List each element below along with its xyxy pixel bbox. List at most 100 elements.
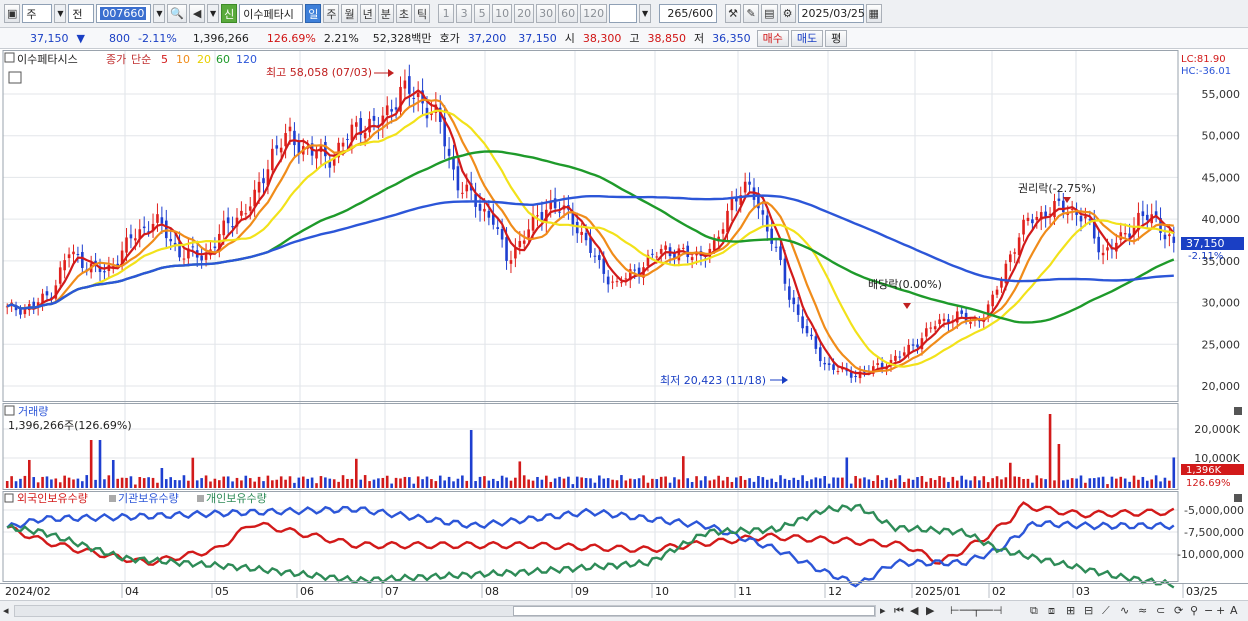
interval-input[interactable] bbox=[609, 4, 638, 23]
volume-bar bbox=[226, 476, 230, 488]
legend-individual[interactable]: 개인보유수량 bbox=[206, 492, 267, 505]
chevron-down-icon[interactable]: ▼ bbox=[639, 4, 652, 23]
legend-ma20[interactable]: 20 bbox=[197, 53, 211, 66]
layout-icon-b[interactable]: ⧈ bbox=[1048, 604, 1055, 617]
price-tick: 55,000 bbox=[1202, 88, 1241, 101]
interval-5[interactable]: 5 bbox=[474, 4, 491, 23]
candle-body bbox=[549, 200, 553, 210]
search-icon[interactable]: ⚲ bbox=[1190, 604, 1199, 617]
period-year[interactable]: 년 bbox=[359, 4, 376, 23]
search-icon[interactable]: 🔍 bbox=[167, 4, 188, 23]
first-page-icon[interactable]: ⏮ bbox=[894, 604, 904, 617]
table-icon[interactable] bbox=[8, 71, 22, 84]
chevron-down-icon[interactable]: ▼ bbox=[153, 4, 166, 23]
volume-bar bbox=[381, 477, 385, 488]
period-week[interactable]: 주 bbox=[323, 4, 340, 23]
prev-select[interactable]: 전 bbox=[68, 4, 95, 23]
stock-chart[interactable]: 이수페타시스 종가 단순 5 10 20 60 120 LC:81.90 HC:… bbox=[0, 50, 1248, 600]
last-volume-tag-text: 1,396K bbox=[1186, 465, 1222, 476]
draw-icon[interactable]: ✎ bbox=[743, 4, 760, 23]
zoom-slider-icon[interactable]: ⊢──┬──⊣ bbox=[950, 604, 1003, 617]
sell-button[interactable]: 매도 bbox=[790, 29, 824, 47]
period-day[interactable]: 일 bbox=[305, 4, 322, 23]
layout-icon-d[interactable]: ⊟ bbox=[1084, 604, 1094, 617]
chevron-down-icon[interactable]: ▼ bbox=[54, 4, 67, 23]
candle-body bbox=[359, 118, 363, 135]
trade-amount: 52,328백만 bbox=[372, 32, 432, 45]
stock-code-input[interactable]: 007660 bbox=[96, 4, 152, 23]
volume-bar bbox=[350, 478, 354, 488]
candle-body bbox=[673, 253, 676, 259]
legend-ma10[interactable]: 10 bbox=[176, 53, 190, 66]
scroll-left-icon[interactable]: ◂ bbox=[3, 604, 9, 617]
candle-body bbox=[1154, 211, 1158, 218]
candle-body bbox=[911, 344, 915, 346]
interval-60[interactable]: 60 bbox=[558, 4, 579, 23]
font-size-icon[interactable]: A bbox=[1230, 604, 1238, 617]
legend-foreign[interactable]: 외국인보유수량 bbox=[17, 492, 88, 505]
candle-body bbox=[770, 228, 773, 244]
legend-ma5[interactable]: 5 bbox=[161, 53, 168, 66]
legend-ma60[interactable]: 60 bbox=[216, 53, 230, 66]
open-label: 시 bbox=[564, 32, 575, 45]
eval-button[interactable]: 평 bbox=[825, 29, 848, 47]
holding-close-icon[interactable] bbox=[1234, 494, 1242, 502]
volume-bar bbox=[474, 481, 477, 488]
period-minute[interactable]: 분 bbox=[377, 4, 394, 23]
speaker-icon[interactable]: ◀ bbox=[189, 4, 206, 23]
volume-close-icon[interactable] bbox=[1234, 407, 1242, 415]
candle-body bbox=[505, 237, 508, 261]
calendar-icon[interactable]: ▦ bbox=[865, 4, 882, 23]
chevron-down-icon[interactable]: ▼ bbox=[207, 4, 220, 23]
save-icon[interactable]: ▤ bbox=[761, 4, 778, 23]
draw-line-icon[interactable]: ⟋ bbox=[1102, 604, 1110, 617]
layout-icon-c[interactable]: ⊞ bbox=[1066, 604, 1076, 617]
volume-legend-toggle-icon[interactable] bbox=[4, 405, 15, 416]
layout-icon[interactable]: ▣ bbox=[4, 4, 21, 23]
type-select[interactable]: 주 bbox=[22, 4, 53, 23]
candle-body bbox=[677, 248, 681, 261]
scroll-track[interactable] bbox=[14, 605, 876, 617]
volume-bar bbox=[408, 477, 411, 488]
next-page-icon[interactable]: ▶ bbox=[926, 604, 935, 617]
scroll-thumb[interactable] bbox=[513, 606, 875, 616]
interval-10[interactable]: 10 bbox=[492, 4, 513, 23]
candle-body bbox=[681, 247, 685, 249]
interval-1[interactable]: 1 bbox=[438, 4, 455, 23]
period-month[interactable]: 월 bbox=[341, 4, 358, 23]
gear-icon[interactable]: ⚙ bbox=[779, 4, 796, 23]
layout-icon-a[interactable]: ⧉ bbox=[1030, 604, 1038, 617]
tool-icon[interactable]: ⚒ bbox=[725, 4, 742, 23]
legend-ma120[interactable]: 120 bbox=[236, 53, 257, 66]
date-input[interactable]: 2025/03/25 bbox=[797, 4, 865, 23]
candle-body bbox=[1044, 211, 1047, 217]
zoom-out-icon[interactable]: − bbox=[1204, 604, 1214, 617]
zoom-in-icon[interactable]: + bbox=[1216, 604, 1226, 617]
interval-3[interactable]: 3 bbox=[456, 4, 473, 23]
magnet-icon[interactable]: ⊂ bbox=[1156, 604, 1166, 617]
volume-bar bbox=[527, 479, 530, 488]
scroll-right-icon[interactable]: ▸ bbox=[880, 604, 886, 617]
volume-bar bbox=[699, 480, 703, 488]
candle-body bbox=[655, 256, 659, 258]
candle-body bbox=[690, 257, 694, 260]
interval-30[interactable]: 30 bbox=[536, 4, 557, 23]
legend-toggle-icon[interactable] bbox=[4, 52, 15, 63]
legend-institution[interactable]: 기관보유수량 bbox=[118, 492, 179, 505]
period-second[interactable]: 초 bbox=[395, 4, 412, 23]
volume-bar bbox=[655, 479, 659, 488]
holding-legend-toggle-icon[interactable] bbox=[4, 493, 14, 503]
price-tick: 25,000 bbox=[1202, 338, 1241, 351]
period-tick[interactable]: 틱 bbox=[413, 4, 431, 23]
count-input[interactable]: 265/600 bbox=[659, 4, 718, 23]
interval-20[interactable]: 20 bbox=[514, 4, 535, 23]
draw-curve-icon[interactable]: ≈ bbox=[1138, 604, 1148, 617]
candle-body bbox=[1026, 217, 1030, 221]
draw-wave-icon[interactable]: ∿ bbox=[1120, 604, 1130, 617]
last-price-tag-text: 37,150 bbox=[1186, 237, 1225, 250]
interval-120[interactable]: 120 bbox=[580, 4, 608, 23]
volume-bar bbox=[911, 479, 915, 488]
prev-page-icon[interactable]: ◀ bbox=[910, 604, 919, 617]
refresh-icon[interactable]: ⟳ bbox=[1174, 604, 1184, 617]
buy-button[interactable]: 매수 bbox=[756, 29, 789, 47]
